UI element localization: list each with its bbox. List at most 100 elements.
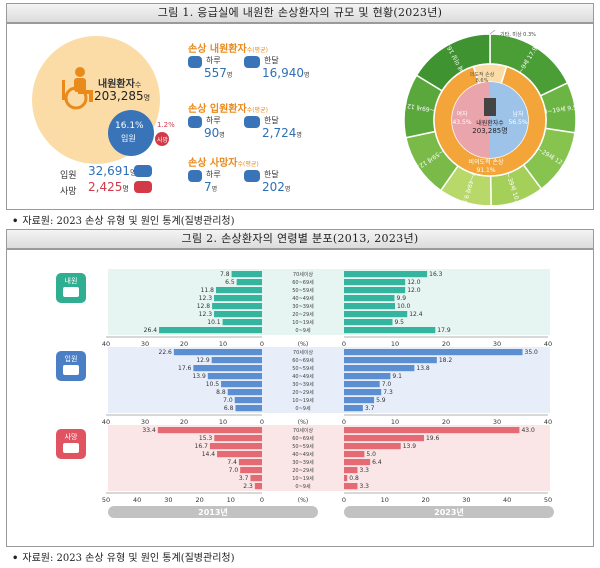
figure2-panel (6, 249, 594, 547)
tick-right: 20 (421, 496, 429, 504)
tick-right: 30 (493, 340, 501, 348)
death-count-label: 사망 (60, 187, 77, 197)
stat-month-unit: 명 (284, 186, 291, 193)
bar-2023-label: 35.0 (525, 349, 539, 356)
bar-2023 (344, 327, 436, 334)
bar-2023-label: 6.4 (372, 459, 382, 466)
bar-2023 (344, 397, 375, 404)
tick-left: 0 (260, 418, 264, 426)
bar-2013 (236, 279, 262, 286)
bar-2023-label: 10.0 (397, 303, 411, 310)
bar-2013-label: 2.3 (243, 483, 253, 490)
stat-day-value: 7명 (204, 180, 217, 194)
bar-2013-label: 8.8 (216, 389, 226, 396)
bar-2023 (344, 311, 408, 318)
bar-2013-label: 22.6 (159, 349, 173, 356)
bar-2013 (214, 435, 262, 442)
age-category: 50~59세 (292, 365, 314, 372)
bar-2023 (344, 287, 406, 294)
age-category: 20~29세 (292, 311, 314, 318)
bar-2023-label: 12.4 (409, 311, 423, 318)
bar-2013-label: 15.3 (199, 435, 213, 442)
admit-count: 32,691명 (88, 164, 136, 178)
unit-label: (%) (298, 341, 308, 348)
bar-2013 (209, 443, 262, 450)
bar-2023 (344, 427, 520, 434)
bar-2013 (222, 319, 262, 326)
category-name: 입원 (65, 354, 78, 363)
bar-2023-label: 3.3 (359, 483, 369, 490)
bar-2023-label: 12.0 (407, 279, 421, 286)
bar-2023-label: 7.3 (383, 389, 393, 396)
intentional-pct: 8.6% (476, 78, 489, 84)
admit-count-value: 32,691 (88, 164, 130, 178)
male-label: 남자 (512, 110, 524, 118)
year-right: 2023년 (434, 507, 464, 517)
tick-left: 40 (102, 418, 110, 426)
tick-right: 20 (442, 340, 450, 348)
age-chart-2: 사망 33.4 43.0 70세이상 15.3 19.6 60~69세 16.7 13.9 50~… (56, 425, 552, 504)
wheelchair-icon (62, 67, 93, 110)
visits-unit: 명 (143, 94, 151, 102)
age-category: 0~9세 (295, 483, 311, 490)
figure1-panel (6, 23, 594, 210)
bar-2023-label: 0.8 (349, 475, 359, 482)
bar-2013 (207, 373, 262, 380)
category-symbol (63, 365, 79, 375)
age-category: 70세이상 (293, 427, 314, 434)
stat-title: 손상 사망자수(평균) (188, 154, 259, 169)
tick-left: 10 (219, 340, 227, 348)
center-value: 203,285명 (472, 126, 507, 135)
tick-left: 20 (180, 418, 188, 426)
tick-right: 50 (544, 496, 552, 504)
bar-2013 (227, 389, 262, 396)
unintentional-pct: 91.1% (476, 167, 495, 174)
death-pct-label: 사망 (157, 137, 169, 144)
tick-left: 0 (260, 496, 264, 504)
age-chart-1: 입원 22.6 35.0 70세이상 12.9 18.2 60~69세 17.6 13.8 50~… (56, 347, 552, 426)
unit-label: (%) (298, 419, 308, 426)
tick-right: 10 (381, 496, 389, 504)
bar-2013-label: 13.9 (192, 373, 206, 380)
bar-2023 (344, 295, 395, 302)
bar-2013 (173, 349, 262, 356)
stat-month-unit: 명 (296, 132, 302, 139)
tick-left: 30 (141, 418, 149, 426)
stat-day-unit: 명 (211, 186, 218, 193)
tick-left: 0 (260, 340, 264, 348)
death-circle (155, 132, 169, 146)
stat-month-number: 202 (262, 180, 285, 194)
tick-right: 0 (342, 340, 346, 348)
bar-2013 (234, 397, 262, 404)
bed-icon (134, 165, 152, 177)
bar-2013 (240, 467, 262, 474)
age-category: 10~19세 (292, 397, 314, 404)
bar-2013-label: 6.8 (224, 405, 234, 412)
age-category: 60~69세 (292, 435, 314, 442)
chart-background (108, 425, 550, 491)
stat-day-icon (188, 116, 202, 128)
stat-day-icon (188, 56, 202, 68)
bar-2023-label: 9.1 (392, 373, 402, 380)
bar-2023 (344, 451, 365, 458)
chart-background (108, 347, 550, 413)
bar-2023 (344, 483, 358, 490)
bar-2023 (344, 365, 415, 372)
age-category: 30~39세 (292, 381, 314, 388)
bar-2023-label: 19.6 (426, 435, 440, 442)
tick-right: 20 (442, 418, 450, 426)
bar-2023 (344, 279, 406, 286)
bar-2013 (193, 365, 262, 372)
stat-day-label: 하루 (206, 116, 221, 125)
bar-2013-label: 12.3 (199, 295, 213, 302)
stat-day-value: 557명 (204, 66, 232, 80)
tick-left: 40 (133, 496, 141, 504)
bar-2013-label: 17.6 (178, 365, 192, 372)
bar-2013 (254, 483, 262, 490)
tick-left: 30 (164, 496, 172, 504)
age-bar-charts: 내원 7.8 16.3 70세이상 6.5 12.0 60~69세 11.8 12.0 50~59… (56, 269, 554, 518)
stat-title-text: 손상 입원환자 (188, 104, 247, 115)
tick-right: 0 (342, 496, 346, 504)
bar-2023-label: 9.5 (394, 319, 404, 326)
stat-day-number: 7 (204, 180, 212, 194)
